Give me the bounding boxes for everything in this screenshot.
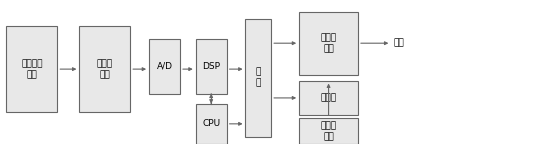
Bar [299, 81, 358, 115]
Bar [79, 26, 130, 112]
Bar [245, 19, 271, 137]
Bar [196, 39, 227, 94]
Text: 低通滤
波器: 低通滤 波器 [96, 59, 113, 79]
Bar [299, 118, 358, 144]
Text: 出口继
电器: 出口继 电器 [321, 33, 337, 53]
Bar [196, 104, 227, 144]
Text: A/D: A/D [157, 62, 173, 71]
Text: 显示板: 显示板 [321, 93, 337, 102]
Text: DSP: DSP [202, 62, 220, 71]
Bar [6, 26, 57, 112]
Text: 背
板: 背 板 [256, 68, 261, 88]
Text: 交流变换
模件: 交流变换 模件 [21, 59, 43, 79]
Text: CPU: CPU [202, 119, 220, 128]
Text: 跳闸: 跳闸 [394, 39, 405, 48]
Text: 整定值
输入: 整定值 输入 [321, 121, 337, 141]
Bar [149, 39, 180, 94]
Bar [299, 12, 358, 75]
